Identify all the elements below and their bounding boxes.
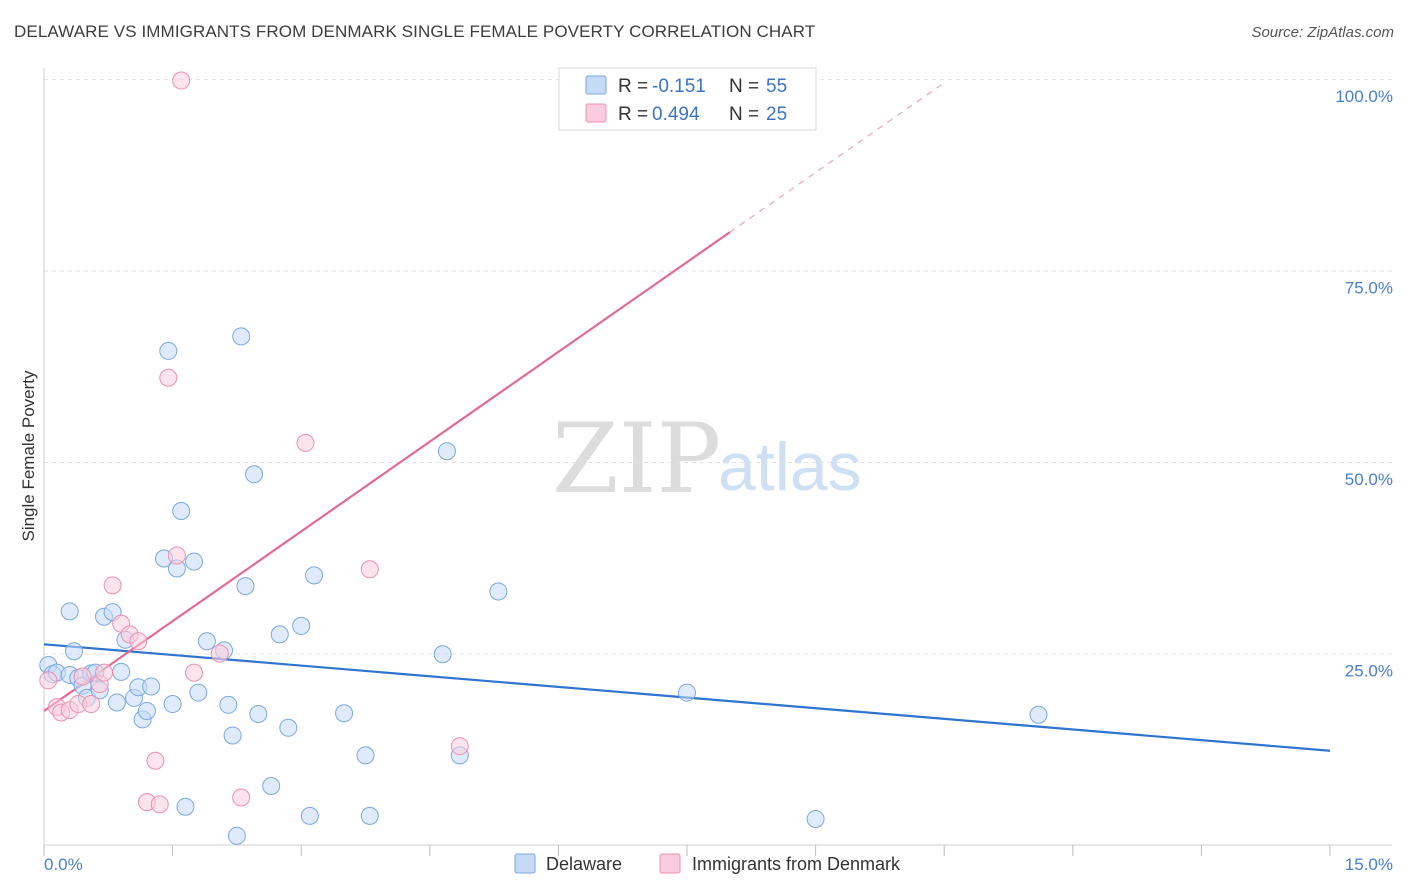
denmark-point-12 <box>129 632 148 651</box>
delaware-point-36 <box>236 577 255 596</box>
y-tick-labels: 25.0% 50.0% 75.0% 100.0% <box>1335 87 1393 681</box>
legend-n-value-delaware: 55 <box>766 76 787 97</box>
delaware-point-4 <box>60 602 79 621</box>
delaware-point-14 <box>107 693 126 712</box>
legend-r-label-delaware: R = <box>618 76 648 97</box>
chart-source: Source: ZipAtlas.com <box>1251 24 1394 41</box>
gridlines <box>44 79 1392 655</box>
denmark-point-22 <box>296 433 315 452</box>
y-tick-label-75: 75.0% <box>1345 279 1393 298</box>
denmark-point-24 <box>450 737 469 756</box>
y-tick-label-25: 25.0% <box>1345 662 1393 681</box>
delaware-point-44 <box>305 566 324 585</box>
watermark-zip: ZIP <box>552 403 721 515</box>
legend-r-value-delaware: -0.151 <box>652 76 706 97</box>
delaware-point-23 <box>159 341 178 360</box>
denmark-point-9 <box>103 576 122 595</box>
x-tick-label-min: 0.0% <box>44 855 83 874</box>
delaware-point-46 <box>356 746 375 765</box>
denmark-point-15 <box>150 795 169 814</box>
denmark-point-19 <box>185 663 204 682</box>
watermark-atlas: atlas <box>718 429 862 505</box>
chart-title: DELAWARE VS IMMIGRANTS FROM DENMARK SING… <box>14 22 816 41</box>
delaware-point-42 <box>292 616 311 635</box>
x-tick-label-max: 15.0% <box>1345 855 1393 874</box>
delaware-point-39 <box>262 777 281 796</box>
denmark-point-6 <box>82 695 101 714</box>
delaware-point-26 <box>172 502 191 521</box>
denmark-point-5 <box>73 667 92 686</box>
y-tick-label-100: 100.0% <box>1335 87 1393 106</box>
delaware-point-27 <box>176 797 195 816</box>
series-legend: Delaware Immigrants from Denmark <box>514 853 901 874</box>
denmark-point-23 <box>360 560 379 579</box>
denmark-point-20 <box>210 644 229 663</box>
axes <box>43 68 1392 856</box>
stats-legend: R = -0.151 N = 55 R = 0.494 N = 25 <box>558 67 817 131</box>
delaware-point-24 <box>163 695 182 714</box>
denmark-point-17 <box>172 71 191 90</box>
legend-n-label-delaware: N = <box>729 76 759 97</box>
denmark-point-21 <box>232 788 251 807</box>
delaware-point-30 <box>197 632 216 651</box>
denmark-trend-extension <box>729 82 945 233</box>
delaware-point-32 <box>219 695 238 714</box>
legend-n-value-denmark: 25 <box>766 104 787 125</box>
delaware-point-33 <box>223 726 242 745</box>
denmark-point-14 <box>146 751 165 770</box>
legend-swatch-denmark <box>585 103 607 123</box>
delaware-point-38 <box>249 705 268 724</box>
legend-swatch-delaware <box>585 75 607 95</box>
legend-r-value-denmark: 0.494 <box>652 104 700 125</box>
denmark-point-18 <box>167 546 186 565</box>
bottom-legend-swatch-delaware <box>514 853 536 874</box>
delaware-point-47 <box>360 806 379 825</box>
delaware-point-40 <box>270 625 289 644</box>
denmark-trend-line <box>43 231 731 712</box>
delaware-point-54 <box>1029 705 1048 724</box>
delaware-point-53 <box>806 809 825 828</box>
delaware-point-48 <box>433 645 452 664</box>
delaware-point-37 <box>245 465 264 484</box>
delaware-point-34 <box>227 826 246 845</box>
delaware-point-49 <box>437 442 456 461</box>
data-points <box>39 71 1048 845</box>
bottom-legend-label-delaware: Delaware <box>546 854 622 874</box>
delaware-point-5 <box>65 642 84 661</box>
bottom-legend-label-denmark: Immigrants from Denmark <box>692 854 901 874</box>
delaware-point-28 <box>185 552 204 571</box>
legend-r-label-denmark: R = <box>618 104 648 125</box>
legend-n-label-denmark: N = <box>729 104 759 125</box>
delaware-point-15 <box>112 662 131 681</box>
denmark-point-0 <box>39 671 58 690</box>
delaware-point-35 <box>232 327 251 346</box>
delaware-point-52 <box>678 683 696 702</box>
y-tick-label-50: 50.0% <box>1345 470 1393 489</box>
delaware-point-29 <box>189 683 208 702</box>
delaware-point-21 <box>142 677 161 696</box>
y-axis-title: Single Female Poverty <box>19 370 38 542</box>
denmark-point-16 <box>159 368 178 387</box>
bottom-legend-swatch-denmark <box>659 853 681 874</box>
delaware-point-43 <box>300 806 319 825</box>
delaware-point-51 <box>489 582 508 601</box>
delaware-point-41 <box>279 718 298 737</box>
denmark-point-8 <box>95 663 114 682</box>
delaware-point-45 <box>335 704 354 723</box>
delaware-point-20 <box>137 701 156 720</box>
